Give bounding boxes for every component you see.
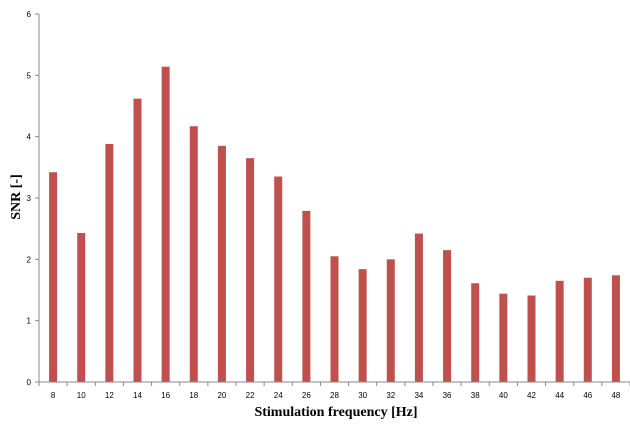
bar-24-hz <box>274 176 283 382</box>
x-axis-title: Stimulation frequency [Hz] <box>254 405 417 420</box>
bar-30-hz <box>358 269 367 382</box>
bar-34-hz <box>414 233 423 382</box>
bar-16-hz <box>161 66 170 382</box>
y-axis-title: SNR [-] <box>9 174 24 220</box>
bar-18-hz <box>189 126 198 383</box>
bar-36-hz <box>443 250 452 382</box>
x-tick-label: 16 <box>161 391 170 400</box>
bar-48-hz <box>611 275 620 382</box>
x-tick-label: 26 <box>302 391 311 400</box>
x-tick-label: 46 <box>583 391 592 400</box>
bar-42-hz <box>527 295 536 382</box>
x-tick-label: 12 <box>105 391 114 400</box>
bar-10-hz <box>77 232 86 382</box>
x-tick-label: 48 <box>611 391 620 400</box>
bar-26-hz <box>302 210 311 382</box>
x-tick-label: 22 <box>246 391 255 400</box>
y-tick-label: 6 <box>27 10 32 19</box>
y-tick-label: 3 <box>27 194 32 203</box>
bar-8-hz <box>49 172 58 382</box>
x-tick-label: 42 <box>527 391 536 400</box>
y-tick-label: 0 <box>27 378 32 387</box>
bar-20-hz <box>217 145 226 382</box>
x-tick-label: 32 <box>386 391 395 400</box>
x-tick-label: 24 <box>274 391 283 400</box>
bar-38-hz <box>471 283 480 382</box>
bar-40-hz <box>499 293 508 382</box>
x-tick-label: 10 <box>77 391 86 400</box>
bar-28-hz <box>330 256 339 382</box>
x-tick-label: 8 <box>51 391 56 400</box>
y-tick-label: 2 <box>27 255 32 264</box>
x-tick-label: 28 <box>330 391 339 400</box>
x-tick-label: 44 <box>555 391 564 400</box>
bar-12-hz <box>105 144 114 382</box>
x-axis-ticks: 8 10 12 14 16 18 20 22 24 26 28 30 32 34 36 38 40 42 44 46 4… <box>38 382 630 400</box>
bar-22-hz <box>246 158 255 382</box>
bar-14-hz <box>133 98 142 382</box>
bar-46-hz <box>583 277 592 382</box>
y-tick-label: 5 <box>27 71 32 80</box>
x-tick-label: 20 <box>217 391 226 400</box>
x-tick-label: 14 <box>133 391 142 400</box>
x-tick-label: 40 <box>499 391 508 400</box>
x-tick-label: 36 <box>443 391 452 400</box>
bar-32-hz <box>386 259 395 382</box>
x-tick-label: 38 <box>471 391 480 400</box>
x-tick-label: 34 <box>414 391 423 400</box>
x-tick-label: 18 <box>189 391 198 400</box>
bar-series <box>49 66 620 383</box>
x-tick-label: 30 <box>358 391 367 400</box>
bar-44-hz <box>555 280 564 382</box>
y-tick-label: 1 <box>27 317 32 326</box>
y-axis-ticks: 0 1 2 3 4 5 6 <box>27 10 39 387</box>
y-tick-label: 4 <box>27 133 32 142</box>
